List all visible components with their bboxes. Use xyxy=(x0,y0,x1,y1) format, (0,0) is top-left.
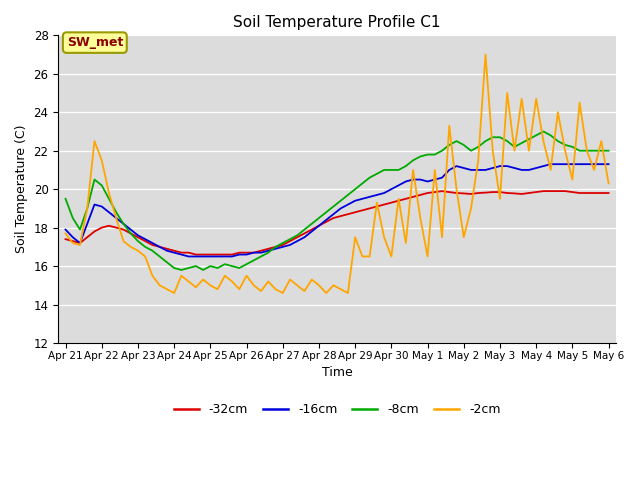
Y-axis label: Soil Temperature (C): Soil Temperature (C) xyxy=(15,125,28,253)
Text: SW_met: SW_met xyxy=(67,36,123,49)
Legend: -32cm, -16cm, -8cm, -2cm: -32cm, -16cm, -8cm, -2cm xyxy=(168,398,506,421)
X-axis label: Time: Time xyxy=(322,366,353,379)
Title: Soil Temperature Profile C1: Soil Temperature Profile C1 xyxy=(234,15,441,30)
